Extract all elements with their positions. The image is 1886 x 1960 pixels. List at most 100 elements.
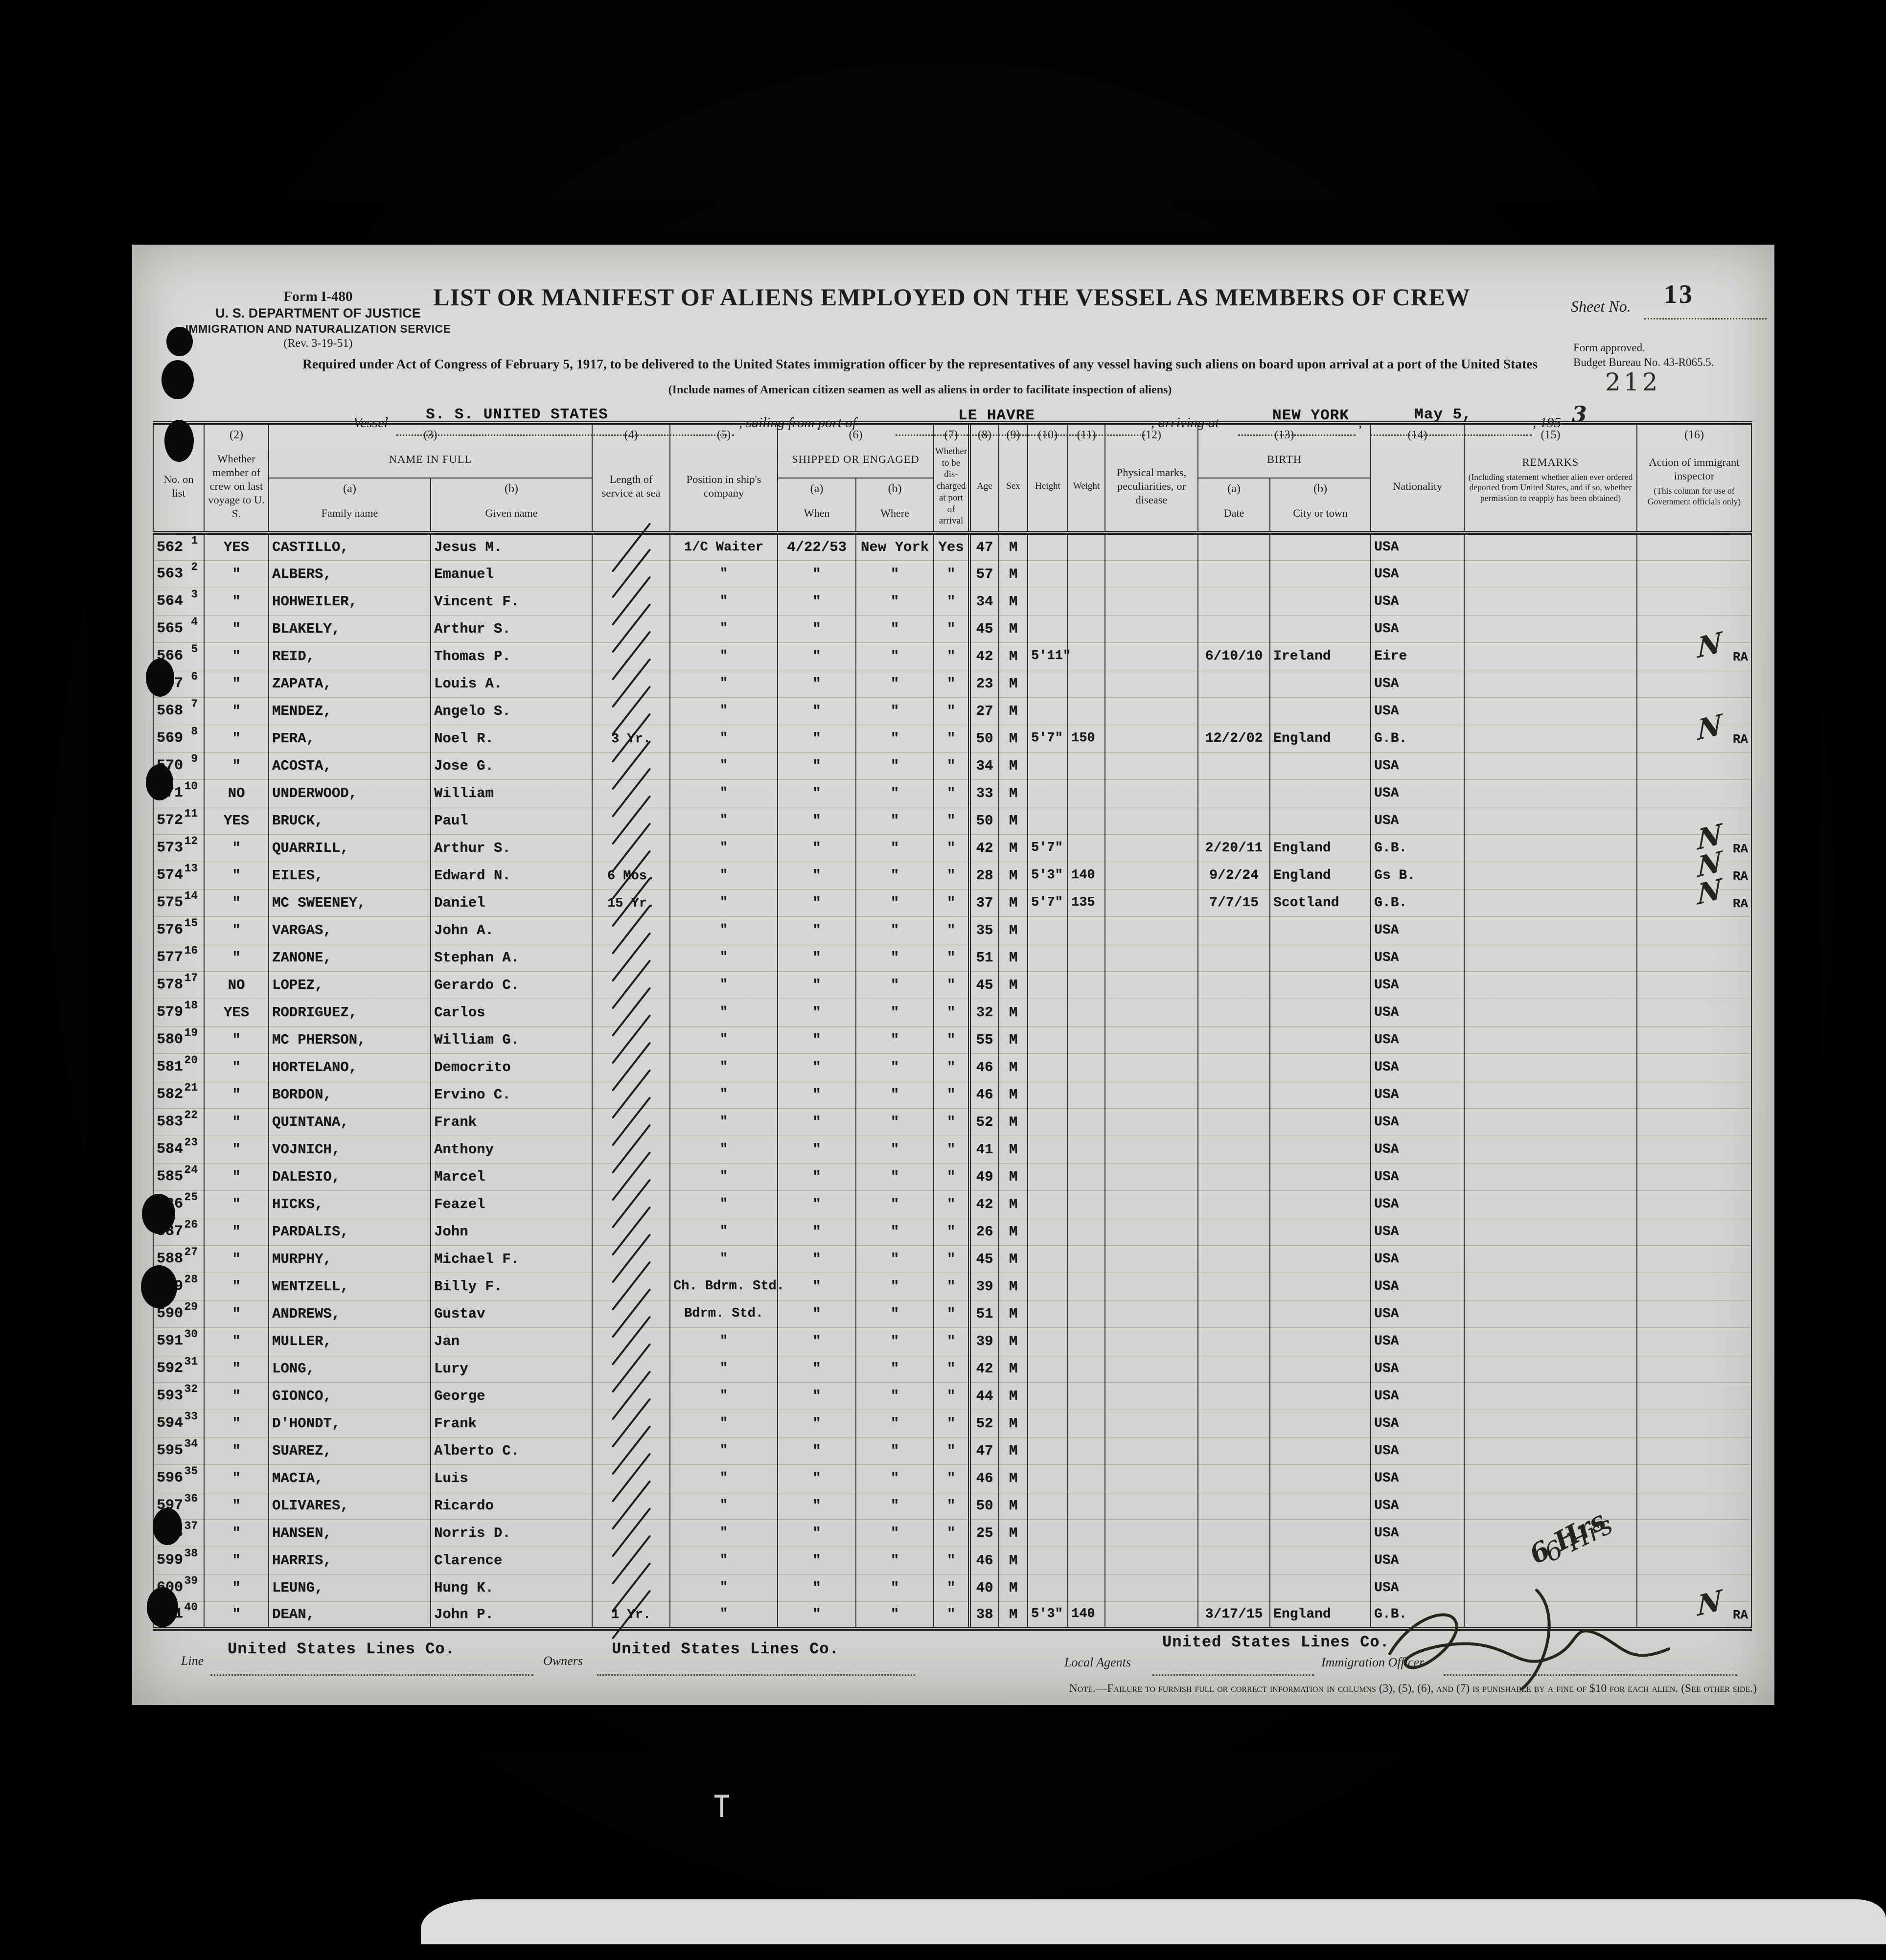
manifest-row-16: 577 16 " ZANONE, Stephan A. " " " " 51 M USA: [153, 932, 1752, 982]
cell-member: ": [204, 1245, 269, 1273]
cell-shipped-when: ": [777, 971, 856, 999]
manifest-row-5: 566 5 " REID, Thomas P. " " " " 42 M 5'11" 6/10/10 Ir…: [153, 625, 1752, 681]
cell-height: [1027, 1574, 1068, 1602]
cell-no: 588 27: [153, 1245, 204, 1273]
cell-family-name: UNDERWOOD,: [268, 779, 431, 807]
cell-no: 575 14: [153, 889, 204, 917]
cell-shipped-where: ": [855, 1355, 934, 1383]
cell-age: 40: [968, 1574, 999, 1602]
cell-member: ": [204, 1218, 269, 1246]
cell-service: 1 Yr.: [592, 1589, 670, 1640]
manifest-row-21: 582 21 " BORDON, Ervino C. " " " " 46 M USA: [153, 1069, 1752, 1119]
cell-shipped-when: ": [777, 834, 856, 862]
cell-position: ": [669, 1218, 778, 1246]
cell-discharge: ": [933, 971, 970, 999]
cell-remarks: [1464, 1053, 1637, 1081]
cell-discharge: ": [933, 1300, 970, 1328]
cell-shipped-when: ": [777, 1053, 856, 1081]
cell-physical-marks: [1104, 670, 1198, 698]
cell-discharge: ": [933, 1492, 970, 1520]
cell-shipped-where: ": [855, 1410, 934, 1437]
cell-nationality: USA: [1370, 807, 1465, 835]
cell-member: ": [204, 1190, 269, 1218]
header-col-marks: (12) Physical marks, peculiarities, or di…: [1104, 423, 1198, 533]
cell-position: ": [669, 779, 778, 807]
cell-inspector-action: [1636, 944, 1752, 972]
cell-birth-date: [1197, 807, 1270, 835]
cell-no: 577 16: [153, 944, 204, 972]
cell-service: [592, 575, 670, 626]
cell-physical-marks: [1104, 752, 1198, 780]
cell-birth-date: [1197, 1300, 1270, 1328]
cell-shipped-when: ": [777, 1519, 856, 1547]
cell-nationality: USA: [1370, 697, 1465, 725]
manifest-row-31: 592 31 " LONG, Lury " " " " 42 M USA: [153, 1343, 1752, 1393]
manifest-row-19: 580 19 " MC PHERSON, William G. " " " " 55 M USA: [153, 1014, 1752, 1064]
cell-height: [1027, 533, 1068, 561]
manifest-row-24: 585 24 " DALESIO, Marcel " " " " 49 M USA: [153, 1151, 1752, 1201]
cell-height: [1027, 1410, 1068, 1437]
cell-discharge: ": [933, 1410, 970, 1437]
cell-nationality: USA: [1370, 1437, 1465, 1465]
cell-shipped-where: ": [855, 1218, 934, 1246]
cell-discharge: ": [933, 1437, 970, 1465]
manifest-row-2: 563 2 " ALBERS, Emanuel " " " " 57 M USA: [153, 548, 1752, 598]
cell-birth-date: [1197, 1355, 1270, 1383]
cell-given-name: John A.: [430, 916, 592, 944]
cell-remarks: [1464, 670, 1637, 698]
handwritten-n-mark: N: [1697, 707, 1722, 747]
cell-sex: M: [998, 533, 1028, 561]
cell-member: ": [204, 642, 269, 670]
cell-remarks: [1464, 1492, 1637, 1520]
cell-age: 57: [968, 560, 999, 588]
cell-inspector-action: [1636, 807, 1752, 835]
cell-birth-date: [1197, 1108, 1270, 1136]
cell-weight: [1067, 560, 1105, 588]
cell-age: 45: [968, 971, 999, 999]
cell-shipped-where: ": [855, 1300, 934, 1328]
cell-service: 15 Yr.: [592, 877, 670, 927]
cell-birth-place: [1269, 944, 1371, 972]
cell-given-name: Michael F.: [430, 1245, 592, 1273]
cell-sex: M: [998, 1163, 1028, 1191]
cell-given-name: Luis: [430, 1464, 592, 1492]
cell-birth-date: 7/7/15: [1197, 889, 1270, 917]
cell-family-name: BRUCK,: [268, 807, 431, 835]
cell-birth-place: [1269, 807, 1371, 835]
cell-height: [1027, 999, 1068, 1026]
cell-birth-place: [1269, 670, 1371, 698]
cell-position: ": [669, 1464, 778, 1492]
cell-remarks: [1464, 889, 1637, 917]
cell-physical-marks: [1104, 862, 1198, 889]
cell-height: [1027, 615, 1068, 643]
cell-no: 593 32: [153, 1382, 204, 1410]
header-col-discharge: (7) Whether to be dis­charged at port of …: [933, 423, 970, 533]
action-code: RA: [1732, 649, 1748, 664]
cell-height: [1027, 560, 1068, 588]
manifest-row-36: 597 36 " OLIVARES, Ricardo " " " " 50 M USA: [153, 1480, 1752, 1530]
cell-given-name: Edward N.: [430, 862, 592, 889]
cell-shipped-when: ": [777, 1108, 856, 1136]
cell-member: ": [204, 1163, 269, 1191]
cell-shipped-when: ": [777, 1437, 856, 1465]
cell-service: [592, 1288, 670, 1338]
cell-weight: [1067, 697, 1105, 725]
cell-family-name: DALESIO,: [268, 1163, 431, 1191]
cell-age: 50: [968, 725, 999, 752]
form-revision: (Rev. 3-19-51): [283, 337, 353, 350]
footer-note: Note.—Failure to furnish full or correct…: [1069, 1682, 1757, 1695]
cell-birth-place: [1269, 1382, 1371, 1410]
cell-position: ": [669, 999, 778, 1026]
agency-service: IMMIGRATION AND NATURALIZATION SERVICE: [185, 322, 451, 335]
manifest-row-4: 565 4 " BLAKELY, Arthur S. " " " " 45 M USA: [153, 603, 1752, 653]
header-subcol-when: (a) When: [777, 478, 856, 533]
cell-weight: [1067, 1245, 1105, 1273]
cell-physical-marks: [1104, 1547, 1198, 1574]
cell-sex: M: [998, 1519, 1028, 1547]
cell-position: ": [669, 1547, 778, 1574]
cell-age: 33: [968, 779, 999, 807]
cell-nationality: USA: [1370, 1547, 1465, 1574]
cell-inspector-action: [1636, 1437, 1752, 1465]
scan-mark-artifact: [714, 1795, 729, 1817]
